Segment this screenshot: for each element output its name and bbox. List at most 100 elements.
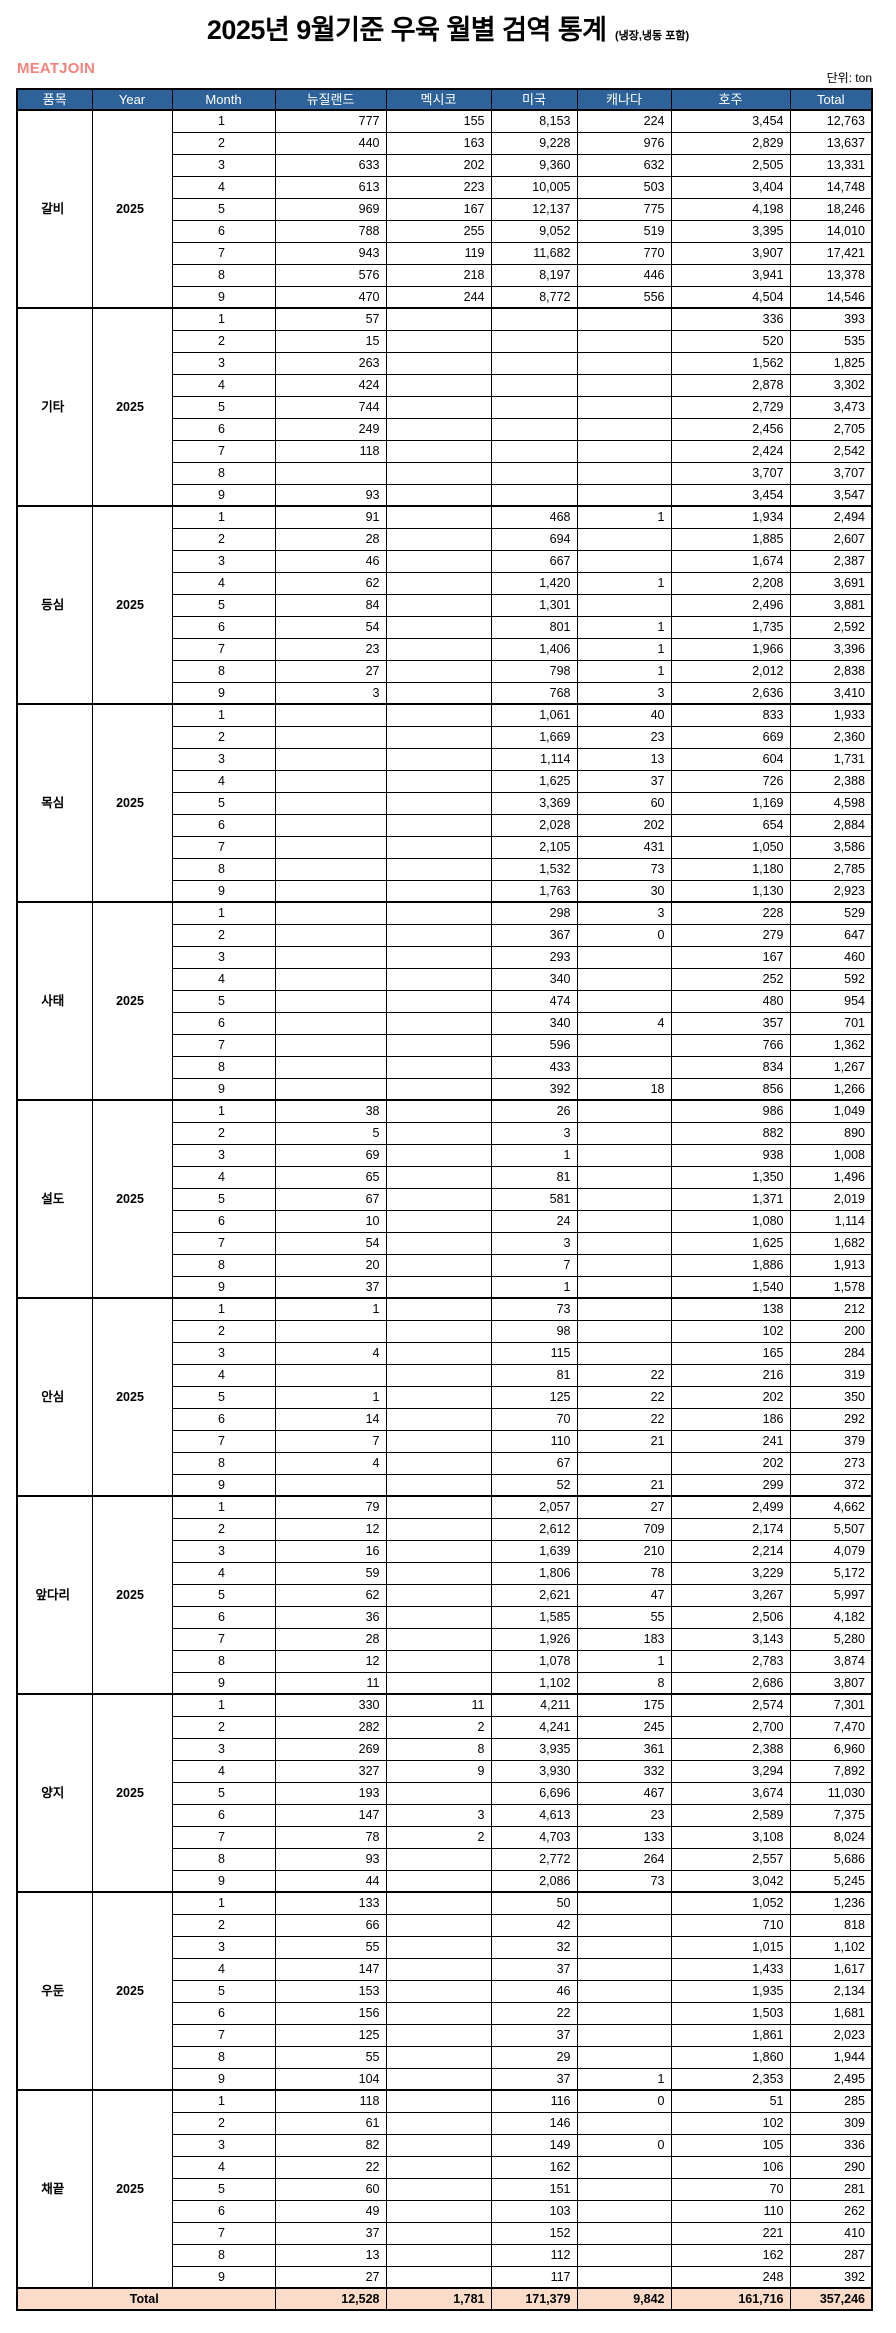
- value-cell: [385, 1583, 492, 1607]
- value-cell: [274, 769, 387, 793]
- value-cell: 1,420: [490, 571, 578, 595]
- value-cell: 1,180: [670, 857, 791, 881]
- month-cell: 2: [171, 1319, 276, 1343]
- value-cell: [385, 769, 492, 793]
- value-cell: 340: [490, 1011, 578, 1035]
- value-cell: 4,241: [490, 1715, 578, 1739]
- value-cell: [385, 2221, 492, 2245]
- value-cell: [576, 2111, 672, 2135]
- value-cell: 3: [385, 1803, 492, 1827]
- value-cell: [385, 1891, 492, 1915]
- table-row: 8 12 1,078 1 2,783 3,874: [17, 1649, 873, 1673]
- value-cell: [274, 835, 387, 859]
- value-cell: 1,806: [490, 1561, 578, 1585]
- value-cell: 2,592: [789, 615, 873, 639]
- value-cell: 183: [576, 1627, 672, 1651]
- value-cell: 284: [789, 1341, 873, 1365]
- value-cell: 37: [274, 2221, 387, 2245]
- value-cell: [490, 307, 578, 331]
- value-cell: 801: [490, 615, 578, 639]
- value-cell: [385, 505, 492, 529]
- value-cell: 596: [490, 1033, 578, 1057]
- value-cell: 255: [385, 219, 492, 243]
- table-row: 2 98 102 200: [17, 1319, 873, 1343]
- month-cell: 9: [171, 1671, 276, 1695]
- value-cell: 22: [576, 1385, 672, 1409]
- value-cell: 165: [670, 1341, 791, 1365]
- table-row: 2 66 42 710 818: [17, 1913, 873, 1937]
- value-cell: 299: [670, 1473, 791, 1497]
- value-cell: 2,208: [670, 571, 791, 595]
- value-cell: 249: [274, 417, 387, 441]
- year-cell: 2025: [91, 1099, 173, 1299]
- value-cell: [385, 2243, 492, 2267]
- value-cell: 2,028: [490, 813, 578, 837]
- value-cell: 50: [490, 1891, 578, 1915]
- value-cell: 27: [274, 659, 387, 683]
- value-cell: 4,182: [789, 1605, 873, 1629]
- value-cell: 200: [789, 1319, 873, 1343]
- value-cell: 2,012: [670, 659, 791, 683]
- value-cell: 104: [274, 2067, 387, 2091]
- month-cell: 4: [171, 1759, 276, 1783]
- value-cell: 1,102: [490, 1671, 578, 1695]
- value-cell: 4: [576, 1011, 672, 1035]
- table-row: 5 474 480 954: [17, 989, 873, 1013]
- value-cell: [385, 1121, 492, 1145]
- table-row: 6 340 4 357 701: [17, 1011, 873, 1035]
- value-cell: 1,926: [490, 1627, 578, 1651]
- month-cell: 7: [171, 1033, 276, 1057]
- value-cell: 770: [576, 241, 672, 265]
- value-cell: [576, 373, 672, 397]
- value-cell: [385, 307, 492, 331]
- value-cell: 474: [490, 989, 578, 1013]
- value-cell: 1: [274, 1297, 387, 1321]
- value-cell: [576, 2221, 672, 2245]
- value-cell: 110: [670, 2199, 791, 2223]
- value-cell: 155: [385, 109, 492, 133]
- value-cell: 248: [670, 2265, 791, 2289]
- column-header: 뉴질랜드: [274, 88, 387, 111]
- month-cell: 4: [171, 373, 276, 397]
- value-cell: 8,024: [789, 1825, 873, 1849]
- value-cell: 667: [490, 549, 578, 573]
- value-cell: 28: [274, 1627, 387, 1651]
- value-cell: 4,079: [789, 1539, 873, 1563]
- value-cell: 3,108: [670, 1825, 791, 1849]
- month-cell: 7: [171, 1429, 276, 1453]
- value-cell: 163: [385, 131, 492, 155]
- value-cell: 102: [670, 1319, 791, 1343]
- value-cell: 3,941: [670, 263, 791, 287]
- value-cell: 292: [789, 1407, 873, 1431]
- month-cell: 7: [171, 2023, 276, 2047]
- month-cell: 5: [171, 1781, 276, 1805]
- value-cell: 152: [490, 2221, 578, 2245]
- value-cell: 5,280: [789, 1627, 873, 1651]
- value-cell: 7,375: [789, 1803, 873, 1827]
- value-cell: 70: [490, 1407, 578, 1431]
- value-cell: 54: [274, 1231, 387, 1255]
- value-cell: 744: [274, 395, 387, 419]
- value-cell: 8: [576, 1671, 672, 1695]
- table-row: 기타 2025 1 57 336 393: [16, 307, 873, 507]
- value-cell: 1,301: [490, 593, 578, 617]
- month-cell: 2: [171, 1715, 276, 1739]
- value-cell: [385, 637, 492, 661]
- value-cell: [490, 329, 578, 353]
- value-cell: 632: [576, 153, 672, 177]
- table-row: 안심 2025 1 1 73 138 212: [16, 1297, 873, 1497]
- value-cell: 1,008: [789, 1143, 873, 1167]
- value-cell: [385, 439, 492, 463]
- value-cell: 2,019: [789, 1187, 873, 1211]
- value-cell: 21: [576, 1473, 672, 1497]
- value-cell: [385, 1957, 492, 1981]
- table-row: 6 10 24 1,080 1,114: [17, 1209, 873, 1233]
- value-cell: [385, 1011, 492, 1035]
- table-row: 갈비 2025 1 777 155 8,153 224 3,454 12,763: [16, 109, 873, 309]
- value-cell: 12,137: [490, 197, 578, 221]
- value-cell: 40: [576, 703, 672, 727]
- month-cell: 4: [171, 769, 276, 793]
- total-value-cell: 357,246: [789, 2287, 873, 2311]
- month-cell: 9: [171, 2067, 276, 2091]
- value-cell: 604: [670, 747, 791, 771]
